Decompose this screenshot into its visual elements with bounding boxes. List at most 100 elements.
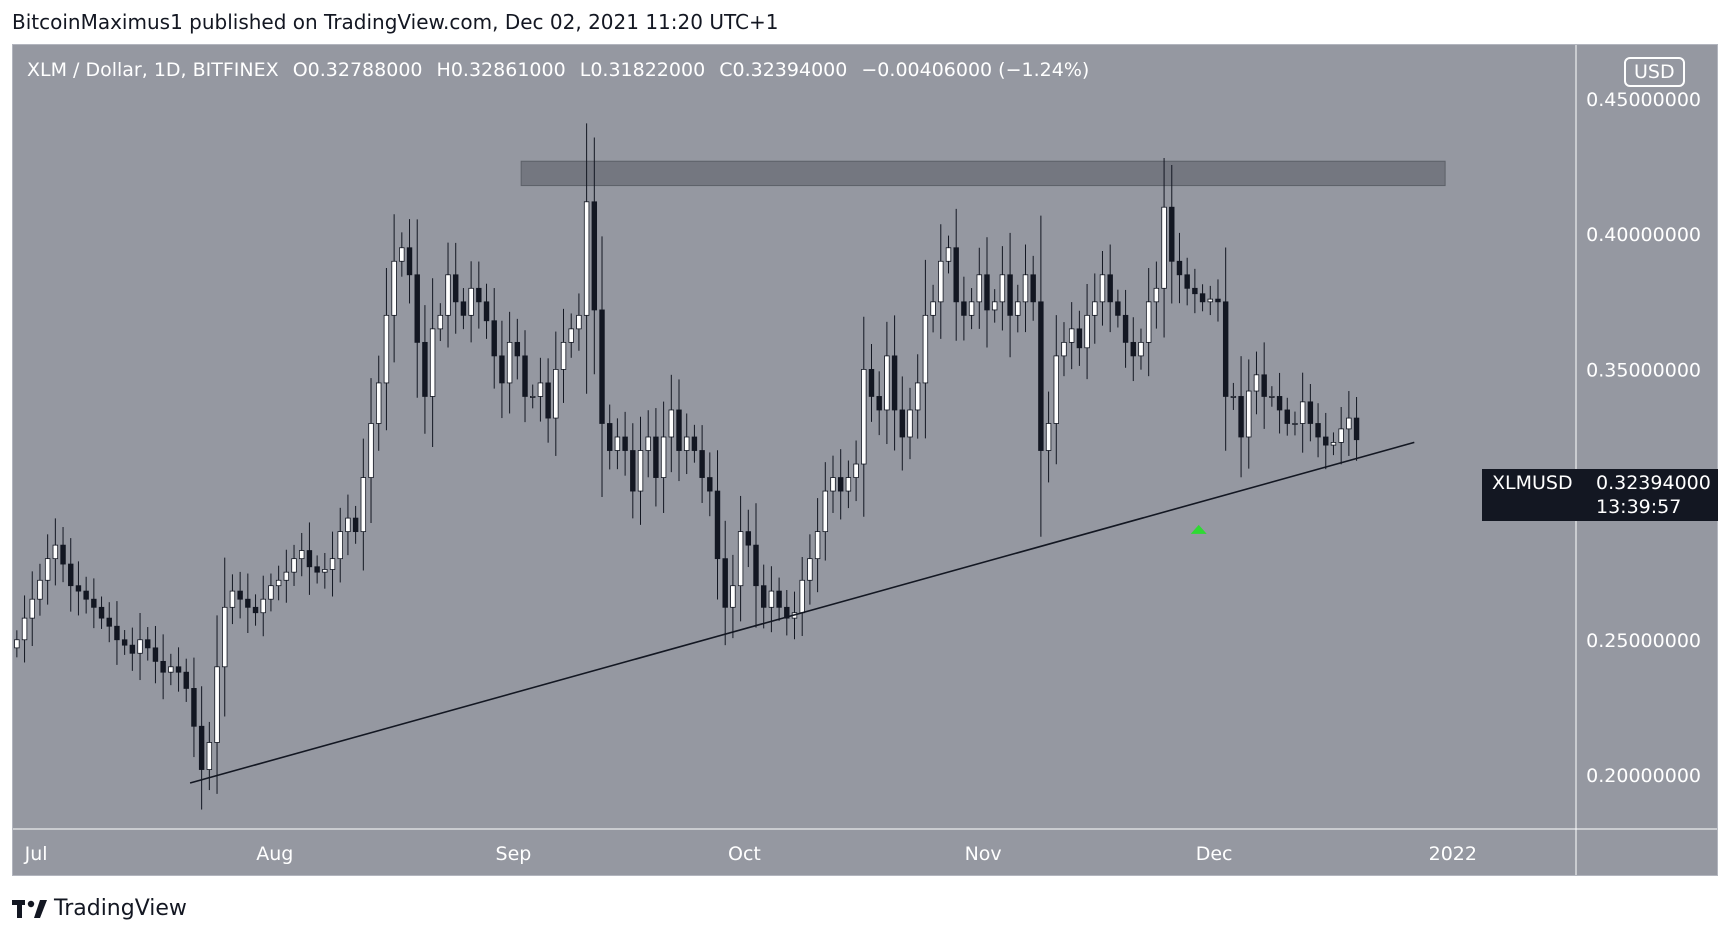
candle-body — [1184, 274, 1190, 289]
candle-body — [599, 309, 605, 424]
candle-body — [514, 341, 521, 357]
low-value: 0.31822000 — [590, 59, 706, 81]
candle-body — [383, 314, 390, 384]
chart-pane[interactable]: 0.450000000.400000000.350000000.30000000… — [12, 44, 1718, 876]
candle-body — [245, 598, 251, 608]
y-tick-label: 0.25000000 — [1586, 630, 1701, 652]
candle-body — [337, 531, 343, 560]
candle-body — [453, 274, 459, 303]
candle-body — [1307, 401, 1314, 424]
candle-body — [260, 598, 266, 614]
candle-body — [553, 369, 559, 419]
symbol-line: XLM / Dollar, 1D, BITFINEX — [27, 59, 279, 81]
high-label: H — [436, 59, 451, 81]
x-tick-label: Sep — [496, 843, 532, 865]
ohlc-legend: XLM / Dollar, 1D, BITFINEX O0.32788000 H… — [27, 59, 1089, 81]
candle-body — [1261, 374, 1267, 397]
candle-body — [1346, 417, 1352, 430]
candle-body — [60, 544, 66, 565]
candle-body — [1230, 396, 1237, 398]
y-tick-label: 0.20000000 — [1586, 765, 1701, 787]
candle-body — [1068, 328, 1075, 343]
candle-body — [1315, 423, 1321, 438]
candle-body — [1099, 274, 1106, 303]
low-label: L — [579, 59, 591, 81]
candle-body — [1207, 298, 1213, 303]
candle-body — [760, 585, 767, 608]
x-tick-label: 2022 — [1429, 843, 1477, 865]
tradingview-brand[interactable]: TradingView — [12, 896, 187, 921]
candle-body — [168, 666, 174, 673]
price-tag-countdown: 13:39:57 — [1596, 496, 1682, 518]
candle-body — [984, 274, 990, 311]
open-value: 0.32788000 — [307, 59, 423, 81]
candle-body — [868, 369, 875, 397]
candle-body — [753, 544, 759, 587]
candle-body — [376, 382, 382, 424]
candle-body — [530, 396, 536, 398]
candle-body — [968, 301, 975, 316]
candle-body — [1238, 396, 1244, 438]
candle-body — [1338, 428, 1344, 443]
candle-body — [676, 409, 682, 451]
high-value: 0.32861000 — [450, 59, 566, 81]
candle-body — [1169, 206, 1175, 262]
candle-body — [1276, 396, 1283, 411]
candle-body — [75, 585, 82, 592]
candle-body — [568, 328, 574, 343]
candle-body — [183, 671, 189, 689]
candle-body — [630, 450, 636, 492]
candle-body — [391, 260, 397, 316]
candle-body — [1145, 301, 1152, 343]
candle-body — [707, 477, 713, 492]
candle-body — [429, 328, 436, 397]
price-chart[interactable]: 0.450000000.400000000.350000000.30000000… — [13, 45, 1717, 875]
candle-body — [1330, 442, 1337, 446]
candle-body — [1022, 274, 1029, 303]
candle-body — [1161, 206, 1167, 289]
candle-body — [14, 639, 20, 649]
candle-body — [414, 274, 420, 343]
candle-body — [1115, 301, 1121, 316]
candle-body — [345, 517, 351, 533]
candle-body — [1199, 293, 1206, 303]
candle-body — [737, 531, 744, 587]
currency-badge[interactable]: USD — [1624, 57, 1685, 87]
candle-body — [545, 382, 551, 419]
candle-body — [21, 617, 28, 641]
candle-body — [476, 287, 482, 303]
candle-body — [961, 301, 967, 316]
candle-body — [222, 606, 228, 668]
candle-body — [322, 569, 328, 573]
candle-body — [306, 550, 313, 568]
candle-body — [699, 450, 705, 478]
candle-body — [283, 571, 290, 581]
tradingview-logo-icon — [12, 899, 47, 918]
candle-body — [730, 585, 736, 608]
candle-body — [106, 617, 112, 627]
x-tick-label: Dec — [1196, 843, 1233, 865]
candle-body — [1323, 436, 1329, 446]
candle-body — [1015, 301, 1021, 316]
candle-body — [776, 590, 782, 608]
candle-body — [1246, 390, 1252, 438]
price-tag-price: 0.32394000 — [1596, 472, 1711, 494]
candle-body — [691, 436, 698, 451]
candle-body — [845, 477, 852, 492]
candle-body — [807, 558, 813, 581]
candle-body — [68, 563, 74, 587]
candle-body — [622, 436, 628, 451]
last-price-tag: XLMUSD 0.32394000 13:39:57 — [1482, 469, 1718, 521]
candle-body — [1107, 274, 1113, 303]
y-tick-label: 0.35000000 — [1586, 359, 1701, 381]
candle-body — [1284, 409, 1290, 424]
candle-body — [999, 274, 1006, 303]
candle-body — [129, 644, 136, 654]
candle-body — [1122, 314, 1129, 343]
candle-body — [830, 477, 836, 492]
candle-body — [1153, 287, 1160, 303]
candle-body — [722, 558, 728, 608]
candle-body — [460, 301, 467, 316]
candle-body — [406, 247, 413, 276]
candle-body — [214, 666, 220, 743]
